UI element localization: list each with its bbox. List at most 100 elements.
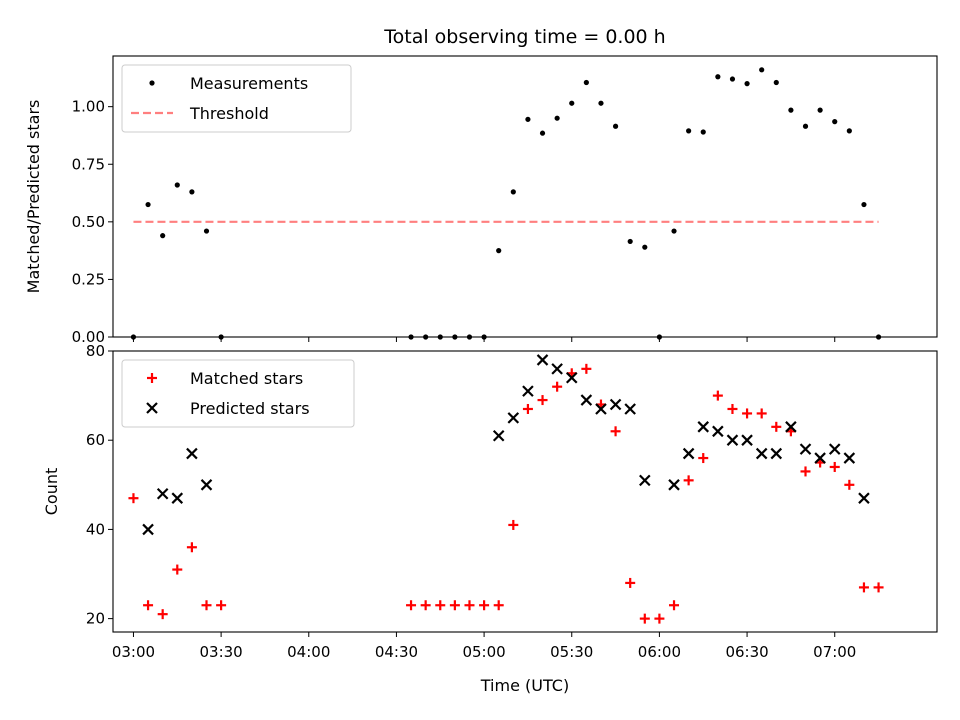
legend-label: Threshold	[189, 104, 269, 123]
data-point	[203, 228, 210, 234]
data-point	[843, 452, 856, 464]
x-stroke-b	[200, 479, 213, 491]
data-point	[742, 408, 753, 419]
x-stroke-b	[551, 363, 563, 375]
data-point	[858, 492, 870, 504]
data-point	[759, 67, 765, 73]
x-stroke-b	[799, 443, 812, 455]
x-stroke-b	[171, 492, 184, 504]
x-stroke-b	[522, 385, 534, 397]
legend-entry: Matched stars	[147, 369, 303, 388]
data-point	[508, 519, 519, 530]
x-stroke-b	[580, 394, 593, 406]
y-tick-label: 60	[86, 431, 105, 449]
y-tick-label: 0.75	[72, 155, 105, 173]
data-point	[160, 233, 166, 239]
data-point	[683, 475, 694, 486]
data-point	[189, 189, 195, 195]
data-point	[510, 189, 516, 195]
x-tick-label: 06:00	[638, 643, 681, 661]
data-point	[682, 447, 695, 460]
y-tick-label: 0.50	[72, 213, 105, 231]
x-stroke-b	[142, 523, 154, 536]
data-point	[479, 600, 490, 611]
data-point	[800, 466, 811, 477]
data-point	[712, 390, 723, 401]
y-tick-label: 20	[86, 610, 105, 628]
data-point	[697, 421, 710, 433]
series-measurements	[130, 67, 882, 340]
x-stroke-b	[536, 354, 549, 366]
legend-entry: Predicted stars	[146, 399, 310, 418]
x-stroke-b	[697, 421, 710, 433]
x-stroke-b	[843, 452, 856, 464]
data-point	[858, 582, 869, 593]
data-point	[580, 394, 593, 406]
data-point	[581, 363, 592, 374]
data-point	[802, 123, 809, 129]
x-stroke-b	[624, 403, 636, 415]
x-stroke-b	[146, 402, 158, 414]
axes-frame	[112, 55, 938, 338]
data-point	[799, 443, 812, 455]
x-axis-label: Time (UTC)	[480, 676, 569, 695]
axes-frame	[112, 350, 938, 633]
x-axis	[132, 337, 836, 342]
y-axis-label: Count	[42, 468, 61, 516]
data-point	[773, 79, 779, 86]
data-point	[406, 600, 417, 611]
data-point	[668, 479, 680, 491]
data-point	[449, 600, 460, 611]
data-point	[642, 244, 648, 250]
y-axis: 20 40 60 80	[86, 342, 113, 628]
x-stroke-b	[565, 371, 578, 384]
data-point	[565, 371, 578, 384]
data-point	[627, 238, 633, 245]
legend-label: Measurements	[190, 74, 308, 93]
data-point	[496, 248, 502, 254]
data-point	[712, 425, 724, 438]
data-point	[612, 123, 619, 129]
data-point	[157, 609, 168, 620]
data-point	[145, 201, 151, 208]
data-point	[639, 613, 650, 624]
data-point	[686, 128, 692, 134]
x-stroke-b	[712, 425, 724, 438]
data-point	[569, 100, 575, 106]
legend-marker-swatch	[147, 373, 157, 383]
x-tick-label: 06:30	[725, 643, 768, 661]
data-point	[873, 582, 884, 593]
data-point	[625, 577, 636, 588]
data-point	[785, 421, 797, 433]
data-point	[156, 487, 169, 500]
data-point	[770, 447, 783, 460]
x-stroke-b	[639, 474, 651, 487]
data-point	[756, 408, 767, 419]
data-point	[143, 600, 154, 611]
data-point	[828, 443, 841, 455]
legend: Matched stars Predicted stars	[121, 359, 355, 428]
x-stroke-b	[668, 479, 680, 491]
data-point	[669, 600, 680, 611]
data-point	[698, 453, 709, 464]
data-point	[172, 564, 183, 575]
data-point	[201, 600, 212, 611]
data-point	[829, 461, 840, 472]
y-tick-label: 80	[86, 342, 105, 360]
data-point	[435, 600, 446, 611]
x-tick-label: 05:30	[550, 643, 593, 661]
x-stroke-b	[828, 443, 841, 455]
x-stroke-b	[858, 492, 870, 504]
x-tick-label: 04:00	[287, 643, 330, 661]
data-point	[609, 398, 622, 411]
y-tick-label: 1.00	[72, 98, 105, 116]
data-point	[788, 107, 794, 113]
y-axis-label: Matched/Predicted stars	[24, 100, 43, 294]
chart-title: Total observing time = 0.00 h	[383, 26, 665, 48]
data-point	[671, 228, 677, 234]
x-stroke-b	[755, 447, 768, 460]
legend-label: Matched stars	[190, 369, 303, 388]
data-point	[171, 492, 184, 504]
data-point	[128, 493, 139, 504]
